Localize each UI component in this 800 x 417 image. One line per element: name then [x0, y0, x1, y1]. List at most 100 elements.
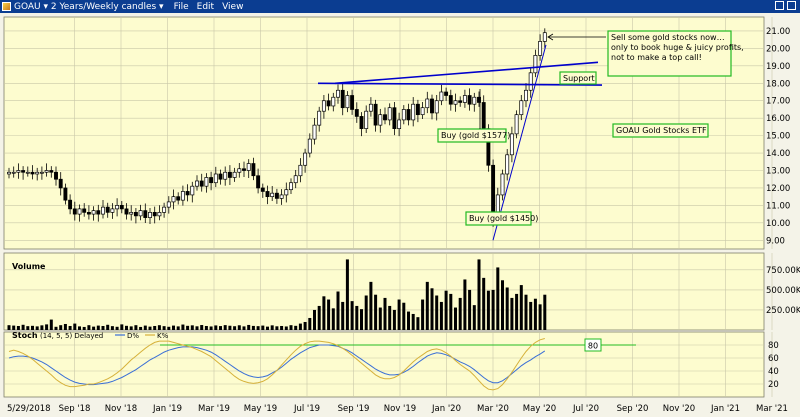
x-tick-label: Sep '18: [59, 404, 91, 414]
volume-bar: [355, 305, 359, 330]
candle-up: [509, 133, 514, 156]
candle-down: [185, 191, 190, 196]
candle-up: [115, 205, 120, 210]
volume-bar: [407, 311, 410, 330]
candle-up: [425, 98, 430, 109]
volume-bar: [486, 290, 490, 330]
volume-bar: [313, 309, 316, 330]
candle-up: [345, 95, 350, 109]
volume-bars: [7, 259, 547, 330]
candle-up: [44, 170, 49, 173]
chart-svg: 5/29/2018 Sep '18 Nov '18 Jan '19 Mar '19 May…: [3, 16, 800, 414]
price-tick-label: 17.00: [766, 97, 790, 107]
candle-down: [54, 171, 58, 180]
candle-up: [232, 171, 237, 178]
volume-bar: [200, 325, 204, 330]
price-tick-label: 19.00: [766, 62, 790, 72]
candle-down: [68, 199, 73, 210]
candle-up: [542, 32, 547, 42]
volume-bar: [303, 321, 307, 330]
volume-bar: [294, 325, 298, 330]
volume-bar: [298, 323, 302, 330]
restore-icon[interactable]: [775, 1, 784, 10]
stoch-k-line: [8, 338, 545, 391]
window-title[interactable]: GOAU ▾ 2 Years/Weekly candles ▾: [14, 1, 164, 12]
candle-down: [444, 91, 449, 96]
volume-bar: [228, 325, 232, 330]
volume-bar: [529, 301, 533, 330]
buy-1450-annotation: Buy (gold $1450): [469, 214, 538, 223]
volume-bar: [45, 324, 49, 330]
x-tick-label: 5/29/2018: [7, 404, 51, 414]
candle-down: [448, 95, 453, 105]
volume-bar: [26, 326, 30, 330]
volume-bar: [204, 325, 208, 330]
volume-bar: [543, 294, 547, 330]
candle-up: [213, 173, 218, 184]
candle-up: [289, 182, 293, 191]
candle-up: [11, 171, 16, 174]
buy-1577-annotation-box: [437, 128, 507, 143]
volume-bar: [82, 326, 86, 330]
x-tick-label: Jan '19: [152, 404, 182, 414]
menu-file[interactable]: File: [173, 1, 189, 12]
volume-bar: [195, 326, 199, 330]
candle-up: [284, 189, 289, 196]
volume-bar: [350, 301, 354, 330]
candle-up: [514, 114, 519, 135]
stoch-panel-bg: [3, 331, 765, 398]
volume-bar: [374, 294, 378, 330]
volume-bar: [477, 259, 481, 330]
candle-down: [96, 210, 101, 215]
support-annotation: Support: [563, 74, 595, 83]
candle-up: [378, 114, 383, 126]
volume-bar: [78, 326, 81, 330]
sell-annotation-box: [607, 30, 732, 77]
volume-bar: [501, 280, 504, 330]
x-tick-label: Mar '19: [198, 404, 230, 414]
stoch-params: (14, 5, 5) Delayed: [40, 332, 103, 340]
volume-bar: [134, 325, 138, 330]
volume-bar: [143, 325, 147, 330]
candle-up: [180, 191, 185, 201]
candle-up: [162, 206, 167, 213]
candle-down: [256, 175, 261, 189]
candle-up: [190, 185, 195, 196]
support-annotation-box: [559, 71, 597, 85]
volume-bar: [31, 325, 34, 330]
volume-bar: [275, 326, 279, 330]
candle-up: [7, 171, 11, 175]
candle-up: [279, 194, 284, 199]
x-tick-label: Sep '19: [338, 404, 370, 414]
menu-edit[interactable]: Edit: [196, 1, 215, 12]
volume-bar: [308, 317, 312, 330]
chart-area: 5/29/2018 Sep '18 Nov '18 Jan '19 Mar '19 May…: [0, 13, 800, 417]
x-tick-label: Nov '20: [663, 404, 695, 414]
volume-bar: [378, 307, 382, 330]
stoch-panel-title: Stoch: [12, 331, 38, 340]
candle-down: [373, 103, 378, 126]
stoch-level-box: [584, 338, 602, 352]
volume-bar: [172, 325, 175, 330]
volume-bar: [345, 259, 349, 330]
trendline: [492, 44, 547, 241]
volume-bar: [458, 297, 462, 330]
candle-up: [312, 124, 317, 140]
candle-up: [91, 210, 96, 215]
volume-bar: [209, 326, 213, 330]
menu-view[interactable]: View: [222, 1, 244, 12]
stoch-tick-label: 60: [768, 354, 779, 364]
candle-up: [101, 206, 105, 215]
candle-up: [148, 212, 152, 218]
volume-bar: [92, 326, 96, 330]
buy-1577-annotation: Buy (gold $1577): [441, 131, 510, 140]
volume-bar: [181, 324, 185, 330]
volume-bar: [317, 305, 321, 330]
price-candles: [7, 28, 547, 227]
volume-bar: [139, 326, 143, 330]
x-tick-label: May '19: [244, 404, 277, 414]
volume-bar: [120, 324, 124, 330]
volume-bar: [515, 293, 519, 330]
volume-bar: [454, 307, 457, 330]
close-icon[interactable]: [787, 1, 796, 10]
